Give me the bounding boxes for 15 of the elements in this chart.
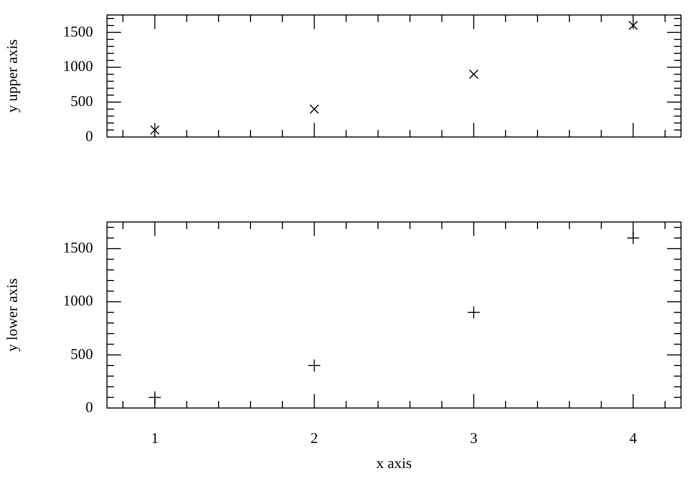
y-tick-label: 0 <box>86 128 93 145</box>
x-axis-title: x axis <box>376 456 412 472</box>
y-axis-title: y upper axis <box>4 39 21 113</box>
y-tick-label: 1000 <box>63 294 93 310</box>
y-tick-label: 1000 <box>63 59 93 76</box>
x-tick-label: 1 <box>151 430 159 447</box>
y-tick-label: 1500 <box>63 24 93 40</box>
x-tick-label: 4 <box>629 430 638 447</box>
y-tick-label: 0 <box>86 400 93 416</box>
y-axis-title: y lower axis <box>4 278 21 352</box>
y-tick-label: 500 <box>70 346 93 363</box>
x-tick-label: 3 <box>470 430 478 447</box>
y-tick-label: 500 <box>70 94 93 110</box>
y-tick-label: 1500 <box>63 240 93 257</box>
x-tick-label: 2 <box>310 430 318 447</box>
